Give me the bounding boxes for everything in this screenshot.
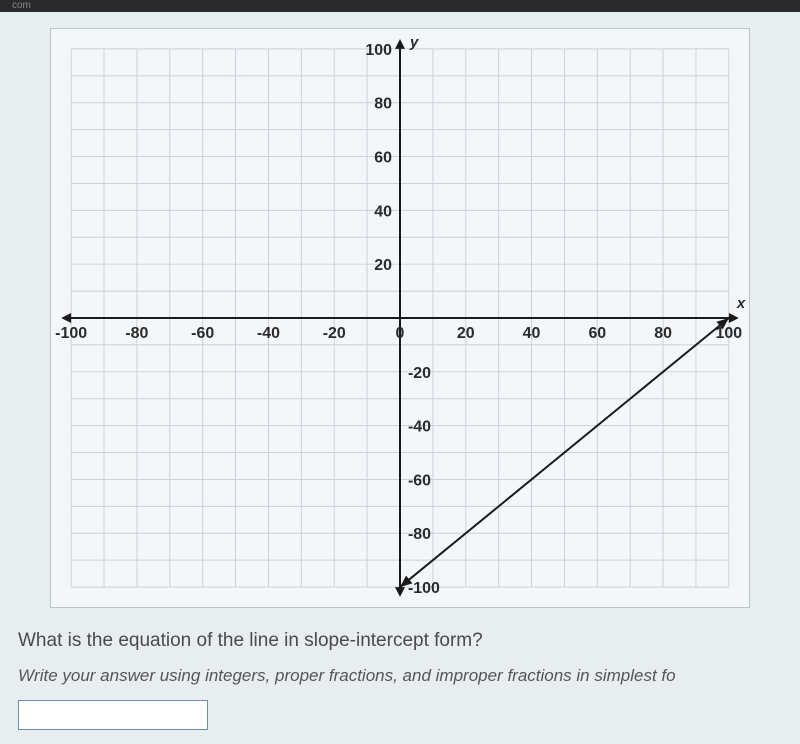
svg-text:60: 60 [588, 325, 606, 342]
graph-svg: x y -100 -80 -60 -40 -20 0 20 40 60 80 100 20 40 60 80 10… [51, 29, 749, 607]
svg-text:-40: -40 [408, 419, 431, 436]
svg-text:y: y [409, 34, 419, 51]
answer-instruction: Write your answer using integers, proper… [18, 666, 800, 686]
svg-text:40: 40 [523, 325, 541, 342]
svg-text:100: 100 [716, 325, 743, 342]
svg-text:-80: -80 [125, 325, 148, 342]
svg-text:0: 0 [396, 325, 405, 342]
svg-text:-60: -60 [191, 325, 214, 342]
svg-text:-80: -80 [408, 526, 431, 543]
svg-text:-40: -40 [257, 325, 280, 342]
browser-tab-label: com [12, 0, 31, 11]
coordinate-graph: x y -100 -80 -60 -40 -20 0 20 40 60 80 100 20 40 60 80 10… [50, 28, 750, 608]
svg-text:80: 80 [374, 96, 392, 113]
svg-text:20: 20 [457, 325, 475, 342]
question-text: What is the equation of the line in slop… [18, 630, 800, 652]
svg-text:60: 60 [374, 150, 392, 167]
answer-input[interactable] [18, 700, 208, 730]
svg-text:-20: -20 [323, 325, 346, 342]
svg-text:-20: -20 [408, 365, 431, 382]
page-content: x y -100 -80 -60 -40 -20 0 20 40 60 80 100 20 40 60 80 10… [0, 12, 800, 744]
svg-text:-60: -60 [408, 472, 431, 489]
svg-text:-100: -100 [55, 325, 87, 342]
svg-text:40: 40 [374, 203, 392, 220]
svg-text:100: 100 [365, 42, 392, 59]
svg-text:20: 20 [374, 257, 392, 274]
svg-text:x: x [736, 295, 746, 312]
svg-text:-100: -100 [408, 580, 440, 597]
browser-tab-bar: com [0, 0, 800, 12]
svg-text:80: 80 [654, 325, 672, 342]
